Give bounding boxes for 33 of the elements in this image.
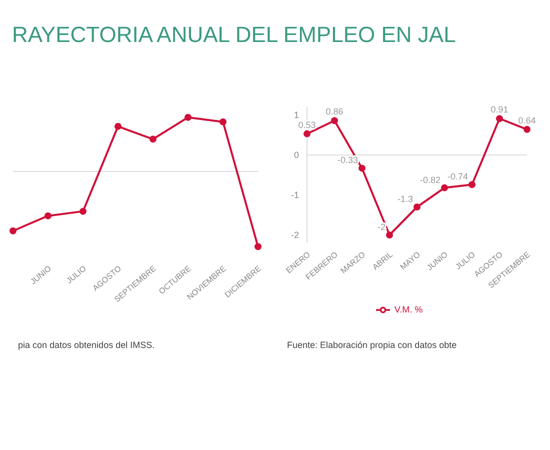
point [414,204,420,210]
data-label: -0.74 [447,172,468,182]
data-label: 0.64 [518,115,536,126]
data-label: -0.82 [420,174,440,185]
y-tick-label: 1 [294,110,299,120]
data-label: 0.53 [298,120,316,130]
point [386,232,393,238]
y-tick-label: -2 [290,230,299,240]
point [441,184,448,192]
point [220,118,226,126]
point [10,227,16,234]
point [524,126,530,133]
text: pia con datos obtenidos del IMSS. [17,340,156,350]
point [254,243,262,250]
point [496,115,503,122]
point [150,136,156,143]
data-label: -2 [377,222,386,232]
data-label: 0.86 [326,106,344,117]
point [114,122,122,130]
legend-label: V.M. % [394,304,423,314]
y-tick-label: 0 [294,150,299,160]
point [358,164,366,172]
y-tick-label: -1 [290,190,299,200]
source-note: Fuente: Elaboración propia con datos obte [286,340,458,350]
point [468,181,476,188]
data-label: -1.3 [397,194,413,204]
data-label: 0.91 [490,104,508,115]
point [44,212,52,220]
point [331,117,338,124]
point [304,130,310,138]
point [80,208,86,215]
chart-title: RAYECTORIA ANUAL DEL EMPLEO EN JAL [11,21,457,49]
point [184,114,192,121]
